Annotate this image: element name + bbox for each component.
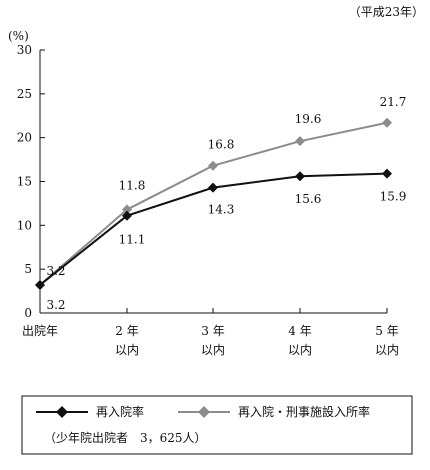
legend-label-series-2: 再入院・刑事施設入所率 bbox=[238, 404, 370, 419]
series-2-point-1 bbox=[122, 204, 132, 215]
legend-label-series-1: 再入院率 bbox=[96, 404, 144, 419]
x-tick-label-3-0: 4 年 bbox=[288, 324, 311, 338]
y-axis-ticks: 0 5 10 15 20 25 30 bbox=[17, 43, 45, 320]
y-tick-label-0: 0 bbox=[24, 306, 32, 320]
y-tick-label-1: 5 bbox=[24, 262, 32, 276]
data-label-series-2-4: 21.7 bbox=[380, 95, 407, 109]
data-label-series-2-1: 11.8 bbox=[119, 179, 146, 193]
data-label-series-2-3: 19.6 bbox=[295, 112, 322, 126]
series-1-point-1 bbox=[122, 210, 132, 221]
x-tick-label-3-1: 以内 bbox=[288, 343, 312, 357]
data-label-series-2-0: 3.2 bbox=[46, 264, 65, 278]
legend-box bbox=[21, 395, 413, 455]
x-tick-label-2-0: 3 年 bbox=[201, 324, 224, 338]
series-points bbox=[35, 117, 392, 290]
data-label-series-1-4: 15.9 bbox=[380, 190, 407, 204]
legend-marker-series-1 bbox=[56, 406, 68, 418]
series-1-point-0 bbox=[35, 279, 45, 290]
series-1-point-2 bbox=[208, 182, 218, 193]
y-tick-label-4: 20 bbox=[17, 131, 32, 145]
y-tick-label-6: 30 bbox=[17, 43, 32, 57]
x-tick-label-4-0: 5 年 bbox=[375, 324, 398, 338]
axes bbox=[39, 50, 387, 314]
series-1-point-4 bbox=[382, 168, 392, 179]
x-axis-ticks: 出院年 2 年以内 3 年以内 4 年以内 5 年以内 bbox=[22, 308, 399, 357]
data-label-series-1-2: 14.3 bbox=[208, 203, 235, 217]
y-tick-label-3: 15 bbox=[17, 175, 32, 189]
y-tick-label-5: 25 bbox=[17, 87, 32, 101]
legend-marker-series-2 bbox=[198, 406, 210, 418]
data-label-series-2-2: 16.8 bbox=[208, 138, 235, 152]
data-label-series-1-1: 11.1 bbox=[119, 233, 146, 247]
series-1-point-3 bbox=[295, 171, 305, 182]
y-axis-unit: (%) bbox=[8, 29, 29, 43]
data-label-series-1-3: 15.6 bbox=[295, 192, 322, 206]
x-tick-label-2-1: 以内 bbox=[201, 343, 225, 357]
data-labels: 3.2 3.2 11.8 11.1 16.8 14.3 19.6 15.6 21.7 15.9 bbox=[46, 95, 406, 312]
x-tick-label-4-1: 以内 bbox=[375, 343, 399, 357]
x-tick-label-0-0: 出院年 bbox=[22, 324, 58, 338]
series-2-point-2 bbox=[208, 160, 218, 171]
series-2-point-4 bbox=[382, 117, 392, 128]
series-2-point-3 bbox=[295, 136, 305, 147]
x-tick-label-1-0: 2 年 bbox=[115, 324, 138, 338]
legend: 再入院率 再入院・刑事施設入所率 （少年院出院者 3，625人） bbox=[21, 395, 413, 455]
x-tick-label-1-1: 以内 bbox=[115, 343, 139, 357]
legend-note: （少年院出院者 3，625人） bbox=[44, 431, 207, 445]
y-tick-label-2: 10 bbox=[17, 218, 32, 232]
chart-note: （平成23年） bbox=[349, 5, 424, 19]
data-label-series-1-0: 3.2 bbox=[46, 298, 65, 312]
